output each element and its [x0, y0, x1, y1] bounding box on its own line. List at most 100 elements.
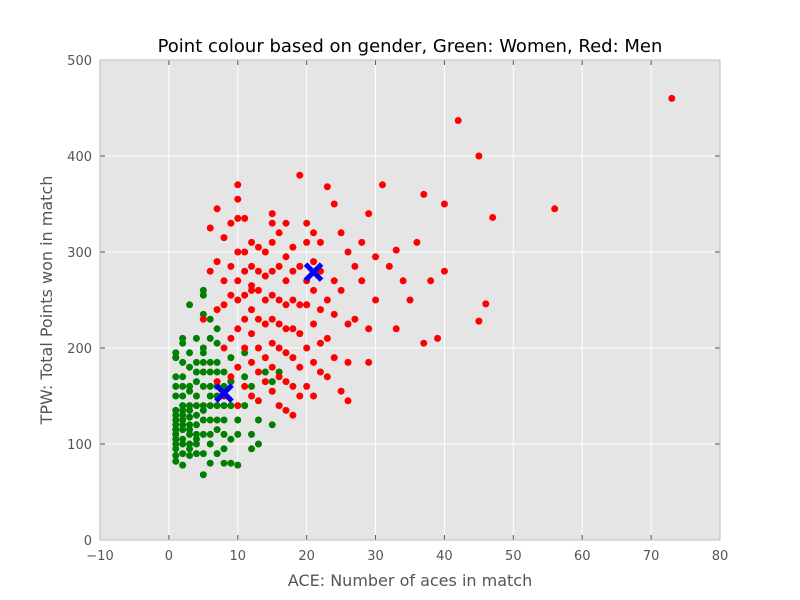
data-point [206, 368, 214, 376]
data-point [254, 368, 262, 376]
data-point [199, 416, 207, 424]
data-point [344, 320, 352, 328]
data-point [282, 219, 290, 227]
data-point [454, 116, 462, 124]
data-point [399, 277, 407, 285]
data-point [220, 459, 228, 467]
data-point [186, 382, 194, 390]
data-point [261, 368, 269, 376]
data-point [254, 267, 262, 275]
data-point [268, 291, 276, 299]
centroid-markers [214, 262, 324, 403]
data-point [310, 229, 318, 237]
data-point [213, 426, 221, 434]
data-point [289, 411, 297, 419]
data-point [199, 382, 207, 390]
data-point [282, 406, 290, 414]
data-point [192, 368, 200, 376]
data-point [668, 94, 676, 102]
data-point [186, 301, 194, 309]
data-point [289, 382, 297, 390]
data-point [234, 195, 242, 203]
data-point [199, 349, 207, 357]
data-point [310, 258, 318, 266]
data-point [275, 320, 283, 328]
data-point [227, 378, 235, 386]
data-point [248, 282, 256, 290]
data-point [378, 181, 386, 189]
data-point [261, 272, 269, 280]
data-point [213, 378, 221, 386]
x-tick-label: 70 [643, 549, 660, 564]
y-axis-label: TPW: Total Points won in match [37, 176, 56, 426]
data-point [234, 248, 242, 256]
data-point [234, 416, 242, 424]
data-point [489, 213, 497, 221]
data-point [351, 315, 359, 323]
data-point [172, 435, 180, 443]
data-point [268, 219, 276, 227]
data-point [268, 387, 276, 395]
data-point [199, 471, 207, 479]
data-point [310, 392, 318, 400]
data-point [213, 339, 221, 347]
data-point [179, 450, 187, 458]
data-point [186, 445, 194, 453]
data-point [179, 373, 187, 381]
data-point [296, 171, 304, 179]
data-point [227, 291, 235, 299]
data-point [337, 229, 345, 237]
data-point [179, 358, 187, 366]
data-point [330, 310, 338, 318]
data-point [192, 440, 200, 448]
data-point [330, 277, 338, 285]
chart-title: Point colour based on gender, Green: Wom… [158, 36, 663, 57]
data-point [172, 440, 180, 448]
data-point [186, 406, 194, 414]
data-point [475, 317, 483, 325]
data-point [172, 457, 180, 465]
data-point [268, 267, 276, 275]
data-point [234, 325, 242, 333]
data-point [227, 459, 235, 467]
data-point [261, 378, 269, 386]
x-tick-label: 60 [574, 549, 591, 564]
plot-frame [99, 59, 721, 541]
data-point [192, 421, 200, 429]
data-point [234, 296, 242, 304]
data-point [206, 440, 214, 448]
data-point [323, 334, 331, 342]
data-point [372, 253, 380, 261]
data-point [365, 358, 373, 366]
data-point [323, 373, 331, 381]
data-point [227, 402, 235, 410]
data-point [220, 445, 228, 453]
data-point [316, 238, 324, 246]
data-point [289, 325, 297, 333]
data-point [186, 402, 194, 410]
data-point [248, 382, 256, 390]
data-point [254, 344, 262, 352]
data-point [241, 291, 249, 299]
data-point [323, 183, 331, 191]
data-point [268, 238, 276, 246]
data-point [206, 382, 214, 390]
data-point [358, 277, 366, 285]
x-tick-label: 10 [230, 549, 247, 564]
x-tick-label: 50 [505, 549, 522, 564]
data-point [199, 286, 207, 294]
data-point [172, 354, 180, 362]
data-point [192, 430, 200, 438]
data-point [199, 344, 207, 352]
data-point [192, 450, 200, 458]
data-point [268, 339, 276, 347]
data-point [199, 358, 207, 366]
data-point [192, 358, 200, 366]
data-point [254, 416, 262, 424]
data-point [282, 378, 290, 386]
data-point [213, 416, 221, 424]
data-point [254, 286, 262, 294]
data-point [289, 296, 297, 304]
data-point [179, 440, 187, 448]
